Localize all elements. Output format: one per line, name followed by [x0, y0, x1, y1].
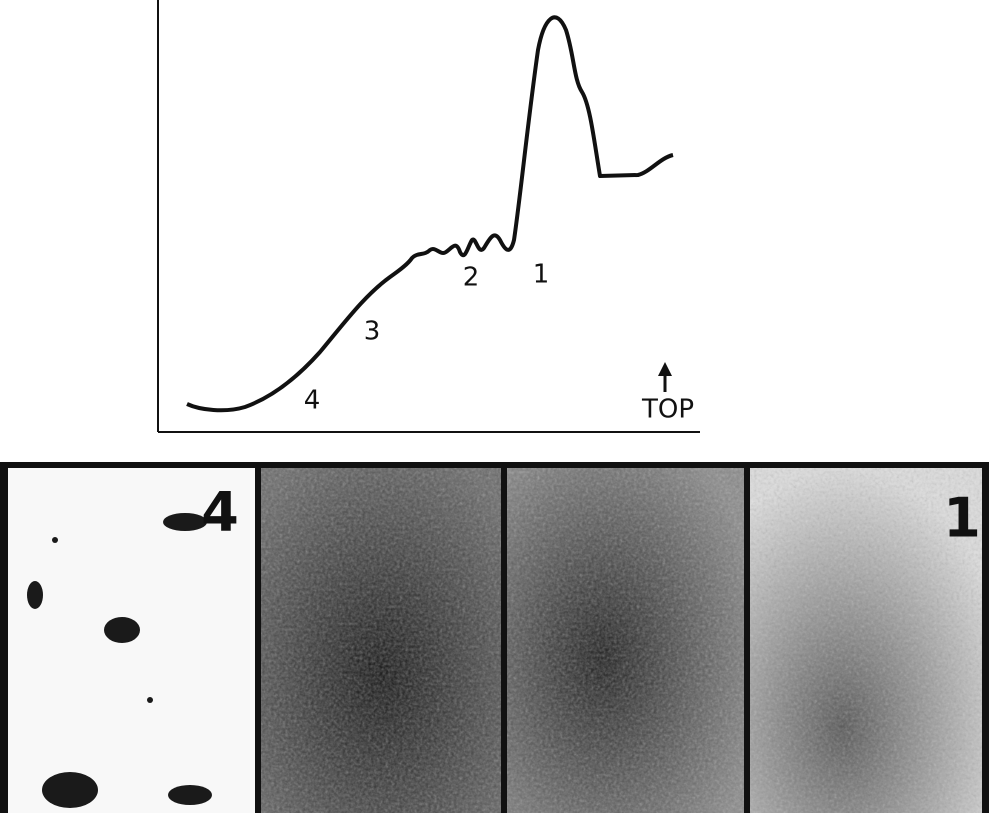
arrow [658, 362, 672, 392]
particles [27, 513, 212, 808]
trace-curve [186, 15, 674, 413]
peak-label: 3 [364, 317, 381, 347]
peak-label: 1 [533, 260, 550, 290]
peak-label: 2 [463, 263, 480, 293]
micrograph-strip: 4 1 [0, 462, 989, 813]
panel-label: 4 [201, 481, 239, 544]
panel-texture [261, 468, 501, 813]
panel-texture [507, 468, 744, 813]
peak-label: 4 [304, 386, 321, 416]
direction-label: TOP [641, 395, 694, 425]
panel-texture [750, 468, 982, 813]
panel-label: 1 [943, 487, 981, 550]
trace-plot: 4 3 2 1 TOP [157, 0, 700, 433]
